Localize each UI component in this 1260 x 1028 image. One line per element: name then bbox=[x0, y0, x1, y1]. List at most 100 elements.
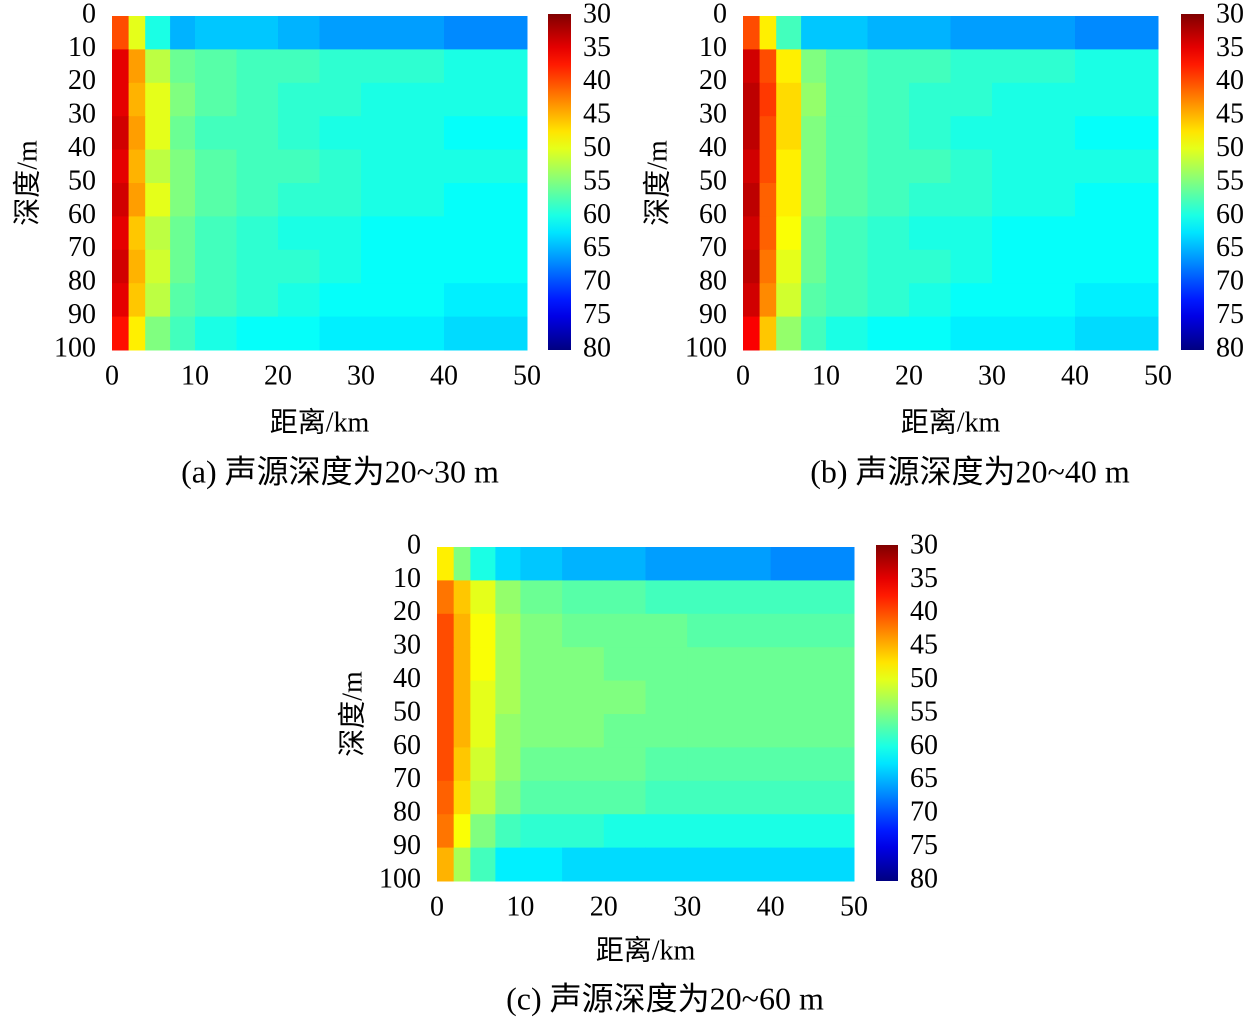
heatmap-cell bbox=[128, 149, 146, 184]
y-tick-label: 90 bbox=[68, 299, 96, 330]
colorbar-tick-label: 45 bbox=[583, 99, 611, 130]
heatmap-cell bbox=[867, 216, 910, 251]
heatmap-cell bbox=[603, 747, 646, 782]
colorbar-tick-label: 35 bbox=[1216, 32, 1244, 63]
heatmap-cell bbox=[687, 714, 772, 748]
heatmap-cell bbox=[128, 283, 146, 318]
heatmap-cell bbox=[687, 680, 772, 715]
heatmap-cell bbox=[453, 814, 471, 849]
y-tick-label: 30 bbox=[699, 99, 727, 130]
heatmap-cell bbox=[867, 116, 910, 151]
heatmap-cell bbox=[743, 283, 761, 318]
heatmap-cell bbox=[950, 149, 993, 184]
heatmap-cell bbox=[145, 216, 171, 251]
caption: (a) 声源深度为20~30 m bbox=[181, 453, 499, 489]
heatmap-cell bbox=[867, 183, 910, 217]
heatmap-cell bbox=[236, 149, 279, 184]
y-tick-label: 100 bbox=[54, 332, 96, 363]
heatmap-cell bbox=[145, 316, 171, 351]
heatmap-cell bbox=[909, 316, 951, 351]
heatmap-cell bbox=[759, 216, 777, 251]
heatmap-cell bbox=[112, 49, 130, 84]
heatmap-cell bbox=[759, 149, 777, 184]
heatmap-cell bbox=[759, 283, 777, 318]
y-tick-label: 30 bbox=[393, 630, 421, 661]
heatmap-cell bbox=[950, 16, 993, 50]
heatmap-cell bbox=[992, 149, 1076, 184]
heatmap-cell bbox=[444, 183, 528, 217]
heatmap-cell bbox=[170, 183, 196, 217]
heatmap-cell bbox=[319, 49, 362, 84]
y-axis-label: 深度/m bbox=[11, 140, 43, 226]
heatmap-cell bbox=[112, 283, 130, 318]
heatmap-cell bbox=[453, 714, 471, 748]
heatmap-cell bbox=[603, 613, 646, 648]
heatmap-cell bbox=[776, 249, 802, 284]
heatmap-cell bbox=[770, 780, 855, 815]
x-tick-label: 0 bbox=[430, 891, 444, 922]
heatmap-cell bbox=[743, 16, 761, 50]
heatmap bbox=[437, 547, 855, 882]
heatmap-cell bbox=[278, 116, 320, 151]
colorbar-tick-label: 60 bbox=[583, 199, 611, 230]
heatmap-cell bbox=[645, 680, 688, 715]
heatmap-cell bbox=[112, 249, 130, 284]
heatmap-cell bbox=[867, 249, 910, 284]
y-tick-label: 10 bbox=[393, 563, 421, 594]
heatmap-cell bbox=[145, 49, 171, 84]
heatmap-cell bbox=[195, 116, 237, 151]
heatmap-cell bbox=[909, 249, 951, 284]
colorbar-tick-label: 60 bbox=[1216, 199, 1244, 230]
heatmap-cell bbox=[801, 283, 827, 318]
heatmap-cell bbox=[195, 249, 237, 284]
heatmap-cell bbox=[909, 82, 951, 117]
heatmap-cell bbox=[470, 814, 496, 849]
heatmap-cell bbox=[826, 316, 868, 351]
heatmap-cell bbox=[992, 183, 1076, 217]
heatmap-cell bbox=[236, 316, 279, 351]
y-tick-label: 0 bbox=[82, 0, 96, 29]
heatmap-cell bbox=[1075, 283, 1159, 318]
heatmap-cell bbox=[562, 814, 605, 849]
heatmap-cell bbox=[867, 316, 910, 351]
heatmap-cell bbox=[867, 82, 910, 117]
heatmap-cell bbox=[992, 82, 1076, 117]
heatmap-cell bbox=[444, 216, 528, 251]
y-tick-label: 70 bbox=[699, 232, 727, 263]
heatmap-cell bbox=[361, 183, 445, 217]
heatmap bbox=[743, 16, 1159, 351]
heatmap-cell bbox=[495, 714, 521, 748]
heatmap-cell bbox=[236, 82, 279, 117]
colorbar-tick-label: 55 bbox=[1216, 165, 1244, 196]
heatmap-cell bbox=[495, 580, 521, 615]
colorbar-tick-label: 70 bbox=[910, 797, 938, 828]
colorbar-tick-label: 50 bbox=[1216, 132, 1244, 163]
heatmap-cell bbox=[470, 547, 496, 581]
y-tick-label: 0 bbox=[713, 0, 727, 29]
heatmap-cell bbox=[278, 82, 320, 117]
heatmap-cell bbox=[759, 183, 777, 217]
y-axis-label: 深度/m bbox=[641, 140, 673, 226]
heatmap-cell bbox=[562, 747, 605, 782]
heatmap-cell bbox=[759, 16, 777, 50]
heatmap-cell bbox=[520, 780, 563, 815]
heatmap-cell bbox=[470, 747, 496, 782]
colorbar-tick-label: 65 bbox=[910, 763, 938, 794]
heatmap-cell bbox=[743, 316, 761, 351]
y-tick-label: 100 bbox=[685, 332, 727, 363]
heatmap-cell bbox=[801, 16, 827, 50]
heatmap-cell bbox=[562, 847, 605, 882]
y-tick-label: 60 bbox=[68, 199, 96, 230]
heatmap-cell bbox=[645, 814, 688, 849]
heatmap-cell bbox=[319, 116, 362, 151]
heatmap-cell bbox=[950, 283, 993, 318]
y-tick-label: 30 bbox=[68, 99, 96, 130]
heatmap-cell bbox=[687, 547, 772, 581]
heatmap-cell bbox=[1075, 249, 1159, 284]
heatmap-cell bbox=[801, 116, 827, 151]
heatmap-cell bbox=[645, 613, 688, 648]
heatmap-cell bbox=[770, 814, 855, 849]
heatmap-cell bbox=[826, 116, 868, 151]
x-tick-label: 10 bbox=[506, 891, 534, 922]
